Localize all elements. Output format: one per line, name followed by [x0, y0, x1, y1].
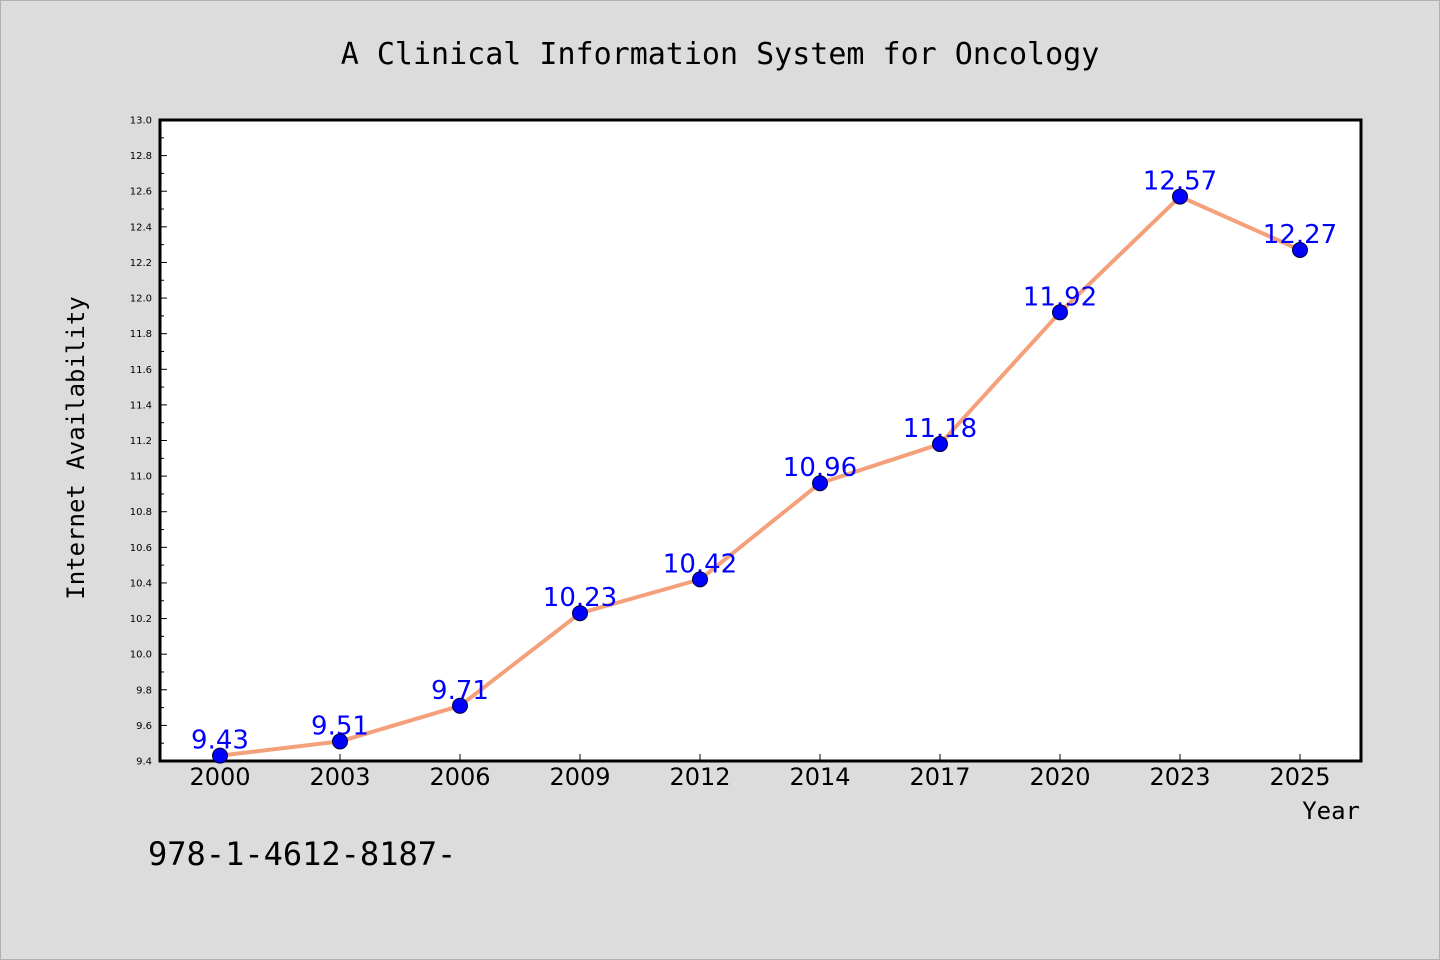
data-point [1172, 188, 1188, 205]
y-tick-label: 12.8 [130, 151, 152, 162]
y-tick-label: 10.0 [130, 650, 152, 661]
x-tick-label: 2020 [1029, 763, 1090, 791]
y-tick-label: 9.8 [136, 685, 152, 696]
x-tick-label: 2003 [309, 763, 370, 791]
x-axis-label: Year [1302, 797, 1360, 825]
y-tick-label: 10.4 [130, 578, 152, 589]
y-axis: 9.4 9.6 9.8 10.0 10.2 10.4 10.6 10.8 11.0 11.2 11.… [130, 116, 167, 768]
series-line [218, 194, 1302, 758]
y-tick-label: 10.6 [130, 543, 152, 554]
data-point [932, 436, 948, 453]
y-tick-label: 13.0 [130, 116, 152, 127]
y-tick-label: 11.8 [130, 329, 152, 340]
data-point [332, 733, 348, 750]
data-point [1292, 241, 1308, 258]
data-point [692, 571, 708, 588]
y-tick-label: 10.2 [130, 614, 152, 625]
chart-title: A Clinical Information System for Oncolo… [341, 37, 1100, 72]
data-point [452, 697, 468, 714]
y-tick-label: 11.2 [130, 436, 152, 447]
y-tick-label: 12.6 [130, 187, 152, 198]
y-tick-label: 11.6 [130, 365, 152, 376]
data-point [812, 475, 828, 492]
y-tick-label: 10.8 [130, 507, 152, 518]
y-tick-label: 11.0 [130, 472, 152, 483]
y-tick-label: 11.4 [130, 400, 152, 411]
x-tick-label: 2023 [1149, 763, 1210, 791]
y-tick-label: 9.6 [136, 721, 152, 732]
x-tick-label: 2000 [189, 763, 250, 791]
y-tick-label: 12.2 [130, 258, 152, 269]
x-tick-label: 2014 [789, 763, 850, 791]
y-tick-label: 9.4 [136, 757, 152, 768]
data-point [572, 605, 588, 622]
data-series: 9.43 9.519.7110.2310.4210.9611.1811.9212.… [191, 167, 1337, 764]
x-tick-label: 2009 [549, 763, 610, 791]
footer-isbn-text: 978-1-4612-8187- [148, 835, 456, 873]
x-tick-label: 2012 [669, 763, 730, 791]
y-axis-label: Internet Availability [62, 296, 90, 599]
x-tick-label: 2017 [909, 763, 970, 791]
plot-area [158, 118, 1363, 763]
data-point [1052, 304, 1068, 321]
x-axis: 2000 2003 2006 2009 2012 2014 2017 2020 2023 2025 [189, 754, 1331, 791]
x-tick-label: 2006 [429, 763, 490, 791]
x-tick-label: 2025 [1269, 763, 1330, 791]
data-point [212, 747, 228, 764]
y-tick-label: 12.0 [130, 294, 152, 305]
y-tick-label: 12.4 [130, 222, 152, 233]
